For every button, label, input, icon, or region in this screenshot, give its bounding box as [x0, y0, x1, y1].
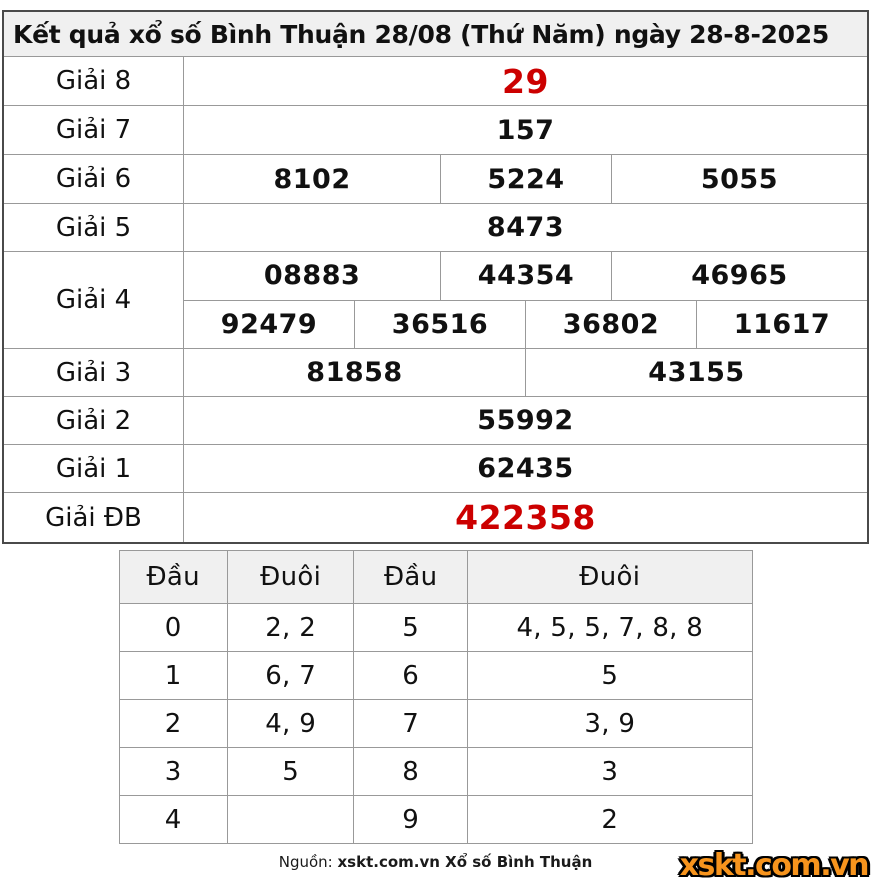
prize-subrow: 92479 36516 36802 11617 [184, 299, 867, 348]
tail-values: 4, 5, 5, 7, 8, 8 [467, 604, 751, 651]
prize-number: 81858 [306, 357, 403, 388]
prize-row-6: Giải 6 8102 5224 5055 [4, 154, 867, 203]
prize-row-8: Giải 8 29 [4, 56, 867, 105]
head-value: 0 [164, 612, 182, 643]
prize-row-2: Giải 2 55992 [4, 396, 867, 444]
head-value: 5 [353, 604, 467, 651]
prize-row-7: Giải 7 157 [4, 105, 867, 154]
head-value: 3 [164, 756, 182, 787]
prize-number: 08883 [263, 260, 361, 292]
column-header: Đuôi [467, 551, 751, 603]
tail-values: 3 [467, 748, 751, 795]
prize-values: 08883 44354 46965 92479 36516 36802 1161… [183, 252, 867, 348]
prize-number: 36516 [354, 300, 525, 348]
tail-values: 4, 9 [226, 700, 353, 747]
tail-values: 3, 9 [467, 700, 751, 747]
prize-label: Giải 3 [55, 357, 132, 388]
prize-number: 8102 [273, 163, 351, 195]
prize-label: Giải ĐB [45, 502, 142, 533]
prize-number: 11617 [696, 300, 867, 348]
prize-number: 157 [496, 114, 555, 146]
xskt-logo[interactable]: xskt.com.vn [679, 848, 870, 883]
prize-number: 36802 [525, 300, 696, 348]
prize-label: Giải 5 [55, 212, 132, 243]
prize-number: 92479 [220, 308, 318, 340]
prize-label: Giải 6 [55, 164, 132, 194]
prize-values: 55992 [183, 397, 867, 444]
prize-number-jackpot: 422358 [455, 498, 596, 537]
head-value: 6 [353, 652, 467, 699]
column-header: Đầu [353, 551, 467, 603]
prize-values: 8473 [183, 204, 867, 251]
head-tail-row: 0 2, 2 5 4, 5, 5, 7, 8, 8 [119, 603, 752, 651]
head-tail-header-row: Đầu Đuôi Đầu Đuôi [119, 551, 752, 603]
prize-values: 29 [183, 57, 867, 105]
head-value: 7 [353, 700, 467, 747]
prize-row-4: Giải 4 08883 44354 46965 92479 36516 368… [4, 251, 867, 348]
page-title: Kết quả xổ số Bình Thuận 28/08 (Thứ Năm)… [4, 12, 867, 56]
prize-values: 81858 43155 [183, 349, 867, 396]
head-value: 2 [164, 708, 182, 739]
prize-row-5: Giải 5 8473 [4, 203, 867, 251]
prize-number: 62435 [477, 453, 574, 484]
prize-subrow: 08883 44354 46965 [184, 252, 867, 300]
prize-values: 157 [183, 106, 867, 154]
source-name: xskt.com.vn Xổ số Bình Thuận [337, 853, 593, 871]
prize-number: 44354 [440, 252, 611, 300]
column-header: Đuôi [226, 551, 353, 603]
prize-number: 29 [502, 61, 549, 101]
head-tail-row: 3 5 8 3 [119, 747, 752, 795]
prize-label: Giải 8 [55, 66, 132, 96]
head-tail-row: 2 4, 9 7 3, 9 [119, 699, 752, 747]
prize-label: Giải 4 [55, 285, 132, 315]
head-value: 9 [353, 796, 467, 843]
page-footer: Nguồn: xskt.com.vn Xổ số Bình Thuận xskt… [0, 844, 871, 884]
prize-label: Giải 7 [55, 115, 132, 145]
tail-values: 5 [467, 652, 751, 699]
prize-values: 8102 5224 5055 [183, 155, 867, 203]
head-tail-row: 4 9 2 [119, 795, 752, 843]
tail-values [226, 796, 353, 843]
prize-values: 422358 [183, 493, 867, 542]
source-label: Nguồn: [278, 853, 338, 871]
prize-label: Giải 2 [55, 405, 132, 436]
tail-values: 5 [226, 748, 353, 795]
tail-values: 6, 7 [226, 652, 353, 699]
prize-row-3: Giải 3 81858 43155 [4, 348, 867, 396]
prize-row-1: Giải 1 62435 [4, 444, 867, 492]
tail-values: 2, 2 [226, 604, 353, 651]
head-value: 1 [164, 660, 182, 691]
head-tail-row: 1 6, 7 6 5 [119, 651, 752, 699]
prize-number: 5224 [440, 155, 611, 203]
head-tail-table: Đầu Đuôi Đầu Đuôi 0 2, 2 5 4, 5, 5, 7, 8… [118, 550, 753, 844]
prize-results-table: Kết quả xổ số Bình Thuận 28/08 (Thứ Năm)… [2, 10, 869, 544]
prize-number: 43155 [525, 349, 867, 396]
prize-number: 8473 [486, 212, 565, 243]
head-value: 8 [353, 748, 467, 795]
prize-label: Giải 1 [55, 453, 132, 484]
tail-values: 2 [467, 796, 751, 843]
prize-number: 55992 [477, 405, 574, 436]
column-header: Đầu [146, 562, 200, 592]
prize-number: 46965 [610, 252, 867, 300]
head-value: 4 [164, 804, 182, 835]
prize-values: 62435 [183, 445, 867, 492]
prize-number: 5055 [610, 155, 867, 203]
prize-row-db: Giải ĐB 422358 [4, 492, 867, 542]
